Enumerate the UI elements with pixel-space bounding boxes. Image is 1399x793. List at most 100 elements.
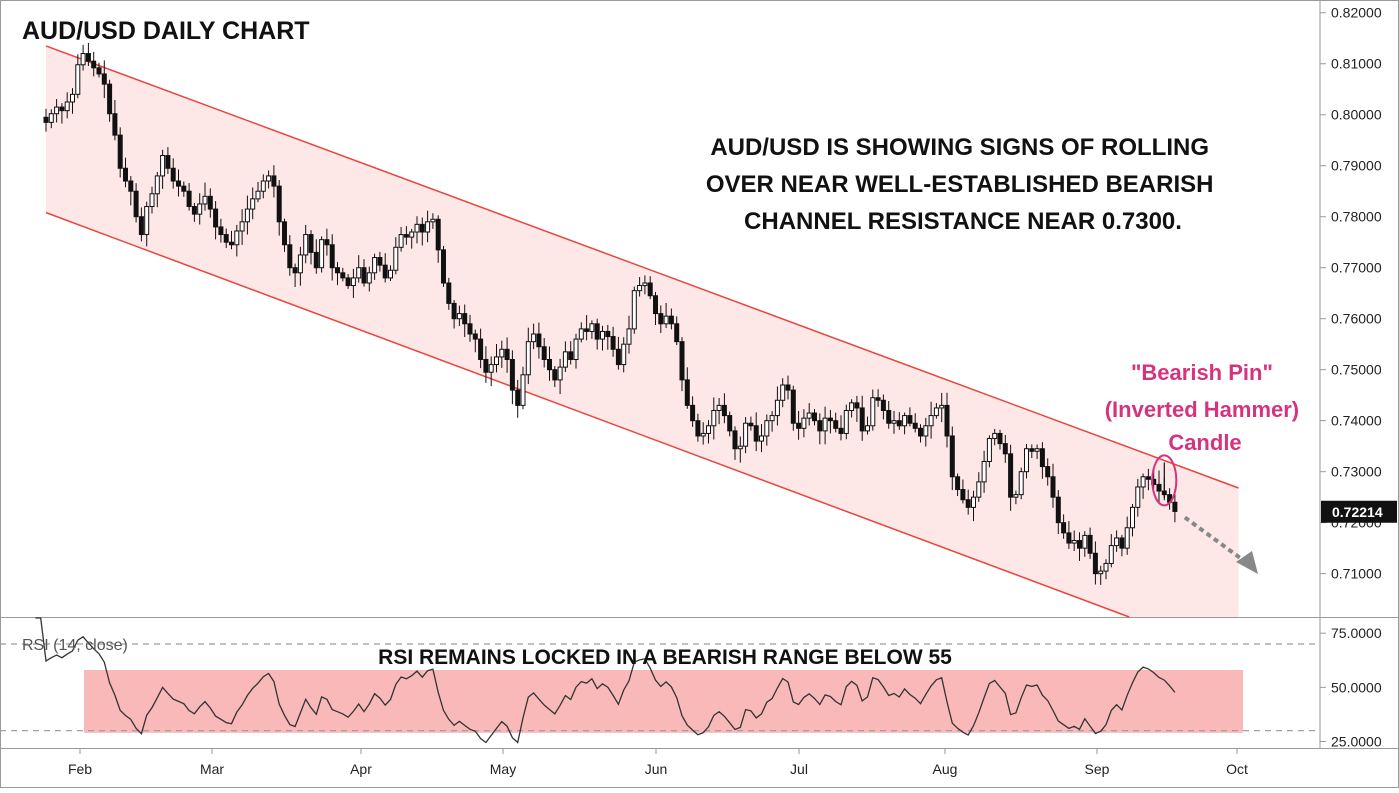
pin-label: "Bearish Pin" (Inverted Hammer) Candle (1105, 360, 1306, 455)
candle (923, 417, 929, 447)
candle-body (647, 282, 653, 297)
rsi-tick-label: 25.0000 (1331, 734, 1382, 750)
candle-body (414, 223, 420, 233)
candle-body (1135, 486, 1141, 508)
candle (1061, 514, 1067, 539)
candle-body (621, 343, 627, 366)
candle (54, 99, 60, 123)
time-tick-label: Apr (350, 761, 372, 777)
price-tick-label: 0.71000 (1331, 566, 1382, 582)
candle-body (907, 415, 913, 424)
price-tick-label: 0.77000 (1331, 260, 1382, 276)
price-tick-label: 0.75000 (1331, 362, 1382, 378)
candle (48, 109, 54, 129)
candle-body (494, 356, 499, 366)
candle (435, 215, 441, 263)
candle-body (223, 234, 229, 243)
candle (244, 195, 250, 235)
candle (907, 407, 913, 427)
candle-body (191, 206, 197, 215)
candle-body (547, 358, 552, 371)
candle (647, 276, 653, 300)
candle-body (992, 432, 998, 440)
candle-body (780, 384, 786, 401)
candle-body (451, 302, 457, 320)
candle (472, 329, 478, 353)
rsi-line (35, 617, 1176, 744)
candle-body (843, 409, 849, 434)
candle-body (292, 267, 298, 274)
candle-body (997, 432, 1003, 445)
candle-body (615, 348, 621, 366)
candle-body (817, 420, 823, 432)
candle-body (483, 358, 489, 373)
candle-body (430, 218, 436, 223)
candle-body (1156, 483, 1162, 492)
candle-body (1124, 527, 1130, 549)
candle-body (160, 155, 166, 177)
rsi-layer (0, 617, 1320, 744)
candle-body (849, 402, 855, 411)
candle-body (266, 175, 272, 182)
candle (706, 420, 711, 444)
candle-body (679, 341, 685, 381)
candle (610, 326, 616, 357)
candle-body (589, 323, 595, 332)
candle (986, 435, 992, 468)
candle-body (912, 422, 918, 429)
candle-body (1055, 496, 1061, 524)
candle-body (785, 384, 791, 391)
candle-body (743, 422, 749, 447)
candle-body (244, 208, 250, 223)
candle-body (255, 190, 261, 200)
candle-body (213, 208, 219, 228)
candle (218, 218, 224, 243)
candle (255, 181, 261, 203)
candle (144, 201, 150, 247)
rsi-bearish-band (84, 670, 1243, 733)
candle (785, 375, 791, 400)
candle-body (642, 282, 648, 287)
candle-body (880, 399, 886, 411)
candle (1077, 532, 1082, 561)
candle (1002, 434, 1008, 463)
candle-body (923, 425, 929, 437)
candle-body (838, 427, 844, 434)
candle (319, 236, 325, 273)
candle-body (525, 341, 531, 376)
candle (854, 395, 860, 422)
time-tick-label: Aug (933, 761, 958, 777)
candle (1050, 463, 1056, 508)
candle-body (706, 425, 711, 434)
rsi-annotation: RSI REMAINS LOCKED IN A BEARISH RANGE BE… (378, 646, 952, 669)
candle-body (287, 244, 293, 269)
candle (356, 255, 362, 283)
candle-body (64, 101, 70, 112)
time-tick-label: May (490, 761, 516, 777)
candle (250, 187, 256, 220)
candle-body (578, 328, 584, 340)
main-annotation-line-3: CHANNEL RESISTANCE NEAR 0.7300. (744, 208, 1182, 235)
candle (1092, 541, 1098, 585)
candle (266, 170, 272, 189)
candle (653, 292, 658, 325)
candle (737, 436, 743, 463)
main-annotation-line-2: OVER NEAR WELL-ESTABLISHED BEARISH (706, 171, 1214, 198)
candle-body (515, 389, 521, 406)
candle-body (1108, 545, 1114, 564)
candle-body (297, 254, 303, 274)
candle (955, 473, 961, 497)
candle (202, 182, 208, 211)
candle-body (138, 216, 144, 236)
candle-body (674, 323, 680, 343)
candle (801, 409, 807, 438)
candle (600, 325, 605, 351)
candle-body (197, 203, 203, 215)
candle-body (335, 267, 340, 274)
candle-body (112, 113, 118, 136)
pin-highlight-ellipse (1151, 454, 1178, 507)
candle (1034, 444, 1040, 459)
candle-body (340, 272, 346, 279)
candle (880, 394, 886, 420)
candle-body (1145, 476, 1151, 480)
